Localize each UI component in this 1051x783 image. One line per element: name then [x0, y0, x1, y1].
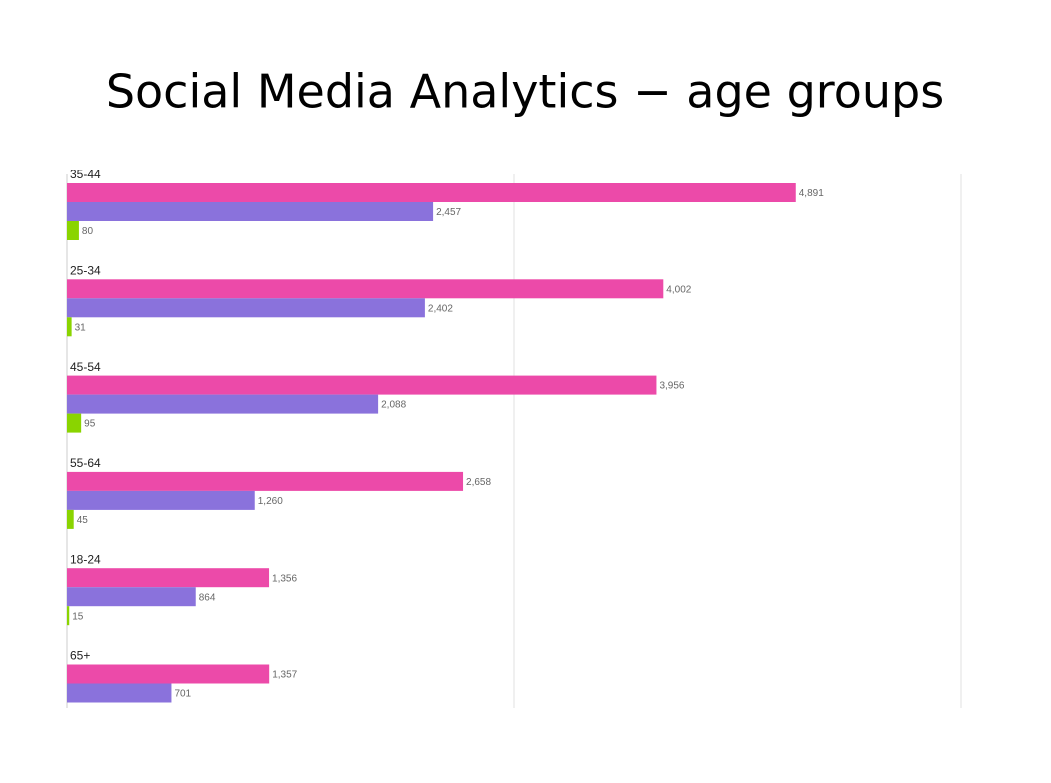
bar — [67, 471, 464, 491]
category-label: 25-34 — [70, 263, 101, 277]
value-label: 2,088 — [381, 400, 406, 411]
value-label: 4,891 — [799, 188, 824, 199]
chart-title: Social Media Analytics − age groups — [106, 65, 944, 119]
plot: 35-44 4,891 2,457 80 25-34 4,002 2,402 31 45-54 3… — [66, 167, 962, 708]
value-label: 80 — [82, 226, 94, 237]
value-label: 864 — [199, 592, 216, 603]
value-label: 1,357 — [272, 670, 297, 681]
bar — [67, 683, 172, 703]
bar — [67, 490, 255, 510]
value-label: 3,956 — [659, 381, 684, 392]
bar — [67, 375, 657, 395]
value-label: 701 — [174, 689, 191, 700]
value-label: 15 — [72, 611, 84, 622]
bar — [67, 394, 379, 414]
bar — [67, 202, 434, 221]
bar — [67, 413, 82, 433]
bar — [67, 568, 270, 588]
bar — [67, 221, 79, 240]
value-label: 31 — [75, 322, 87, 333]
bar — [67, 279, 664, 299]
value-label: 1,260 — [258, 496, 283, 507]
value-label: 45 — [77, 515, 89, 526]
value-label: 2,402 — [428, 303, 453, 314]
category-label: 35-44 — [70, 167, 101, 181]
bar — [67, 183, 796, 202]
bar — [67, 509, 74, 529]
category-label: 45-54 — [70, 360, 101, 374]
value-label: 95 — [84, 419, 96, 430]
category-label: 65+ — [70, 649, 90, 663]
bar — [67, 606, 70, 626]
category-label: 18-24 — [70, 552, 101, 566]
value-label: 2,457 — [436, 207, 461, 218]
value-label: 1,356 — [272, 573, 297, 584]
bar — [67, 298, 425, 318]
bar — [67, 587, 196, 607]
value-label: 4,002 — [666, 284, 691, 295]
bar — [67, 317, 72, 337]
value-label: 2,658 — [466, 477, 491, 488]
bar — [67, 664, 270, 684]
category-label: 55-64 — [70, 456, 101, 470]
